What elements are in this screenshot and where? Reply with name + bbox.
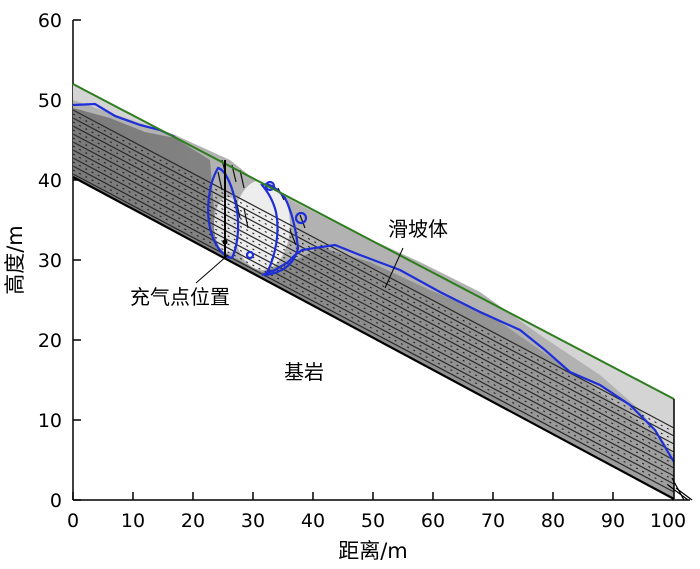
saturation-loop-left (207, 166, 240, 260)
y-tick-label: 0 (50, 490, 62, 512)
saturation-spot-2 (245, 250, 255, 260)
y-tick-label: 20 (38, 330, 62, 352)
saturation-boundary (72, 102, 675, 463)
saturation-loop-right (260, 183, 300, 277)
bedding-lines (73, 109, 674, 493)
inflation-bubble-inner (214, 197, 242, 253)
label-bedrock: 基岩 (284, 360, 324, 384)
saturation-spot-3 (264, 180, 276, 192)
x-ticks (72, 492, 674, 500)
y-tick-label: 10 (38, 410, 62, 432)
x-tick-label: 100 (650, 510, 686, 532)
x-tick-label: 90 (601, 510, 625, 532)
y-tick-label: 50 (38, 90, 62, 112)
x-tick-label: 70 (481, 510, 505, 532)
y-tick-label: 30 (38, 250, 62, 272)
x-tick-label: 40 (301, 510, 325, 532)
x-tick-label: 50 (361, 510, 385, 532)
y-tick-label: 60 (38, 10, 62, 32)
inflation-point-marker (222, 239, 228, 245)
body-dark-zone (73, 108, 674, 499)
x-tick-label: 80 (541, 510, 565, 532)
vector-ticks (73, 113, 674, 489)
bedrock-surface-line (72, 176, 675, 500)
x-tick-label: 30 (241, 510, 265, 532)
x-tick-label: 60 (421, 510, 445, 532)
landslide-body (73, 84, 674, 499)
toe-marks (667, 477, 693, 501)
label-landslide-body: 滑坡体 (388, 217, 448, 241)
label-inflation-point: 充气点位置 (130, 285, 230, 309)
x-tick-label: 0 (67, 510, 79, 532)
leader-line-inflation (195, 254, 229, 284)
saturation-spot-1 (294, 211, 308, 225)
x-axis-title: 距离/m (338, 539, 408, 563)
y-axis-title: 高度/m (3, 225, 27, 295)
y-tick-label: 40 (38, 170, 62, 192)
leader-line-landslide (384, 247, 404, 289)
ground-surface-line (72, 83, 675, 400)
x-tick-label: 10 (121, 510, 145, 532)
x-tick-label: 20 (181, 510, 205, 532)
